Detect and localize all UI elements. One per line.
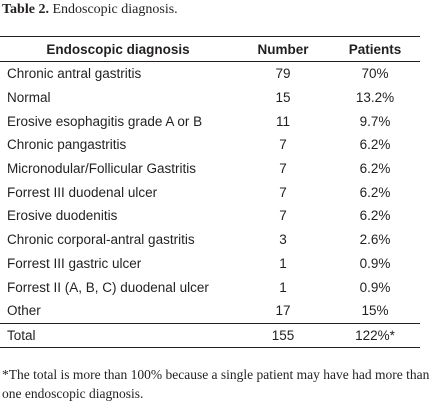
column-header-patients: Patients bbox=[330, 36, 420, 62]
cell-number: 7 bbox=[279, 184, 287, 200]
cell-number: 7 bbox=[279, 208, 287, 224]
table-row: Chronic antral gastritis 79 70% bbox=[0, 62, 420, 86]
table-row: Chronic pangastritis 7 6.2% bbox=[0, 133, 420, 157]
cell-number: 3 bbox=[279, 232, 287, 248]
caption-text: Endoscopic diagnosis. bbox=[52, 2, 178, 17]
cell-patients: 6.2% bbox=[359, 208, 391, 224]
table-caption: Table 2. Endoscopic diagnosis. bbox=[2, 1, 430, 19]
table-row: Forrest III gastric ulcer 1 0.9% bbox=[0, 252, 420, 276]
cell-diagnosis: Chronic antral gastritis bbox=[7, 66, 142, 82]
cell-number: 11 bbox=[275, 113, 290, 129]
column-header-number: Number bbox=[236, 36, 330, 62]
cell-diagnosis: Other bbox=[7, 303, 41, 319]
diagnosis-table: Endoscopic diagnosis Number Patients Chr… bbox=[0, 36, 420, 348]
table-total-row: Total 155 122%* bbox=[0, 322, 420, 348]
column-header-diagnosis: Endoscopic diagnosis bbox=[0, 36, 236, 62]
cell-diagnosis: Forrest II (A, B, C) duodenal ulcer bbox=[7, 279, 209, 295]
cell-patients: 0.9% bbox=[359, 279, 391, 295]
cell-number: 17 bbox=[275, 303, 291, 319]
caption-label: Table 2. bbox=[2, 2, 49, 17]
cell-number: 7 bbox=[279, 137, 287, 153]
table-footnote: *The total is more than 100% because a s… bbox=[2, 367, 430, 401]
cell-number: 7 bbox=[279, 161, 287, 177]
cell-patients: 2.6% bbox=[359, 232, 391, 248]
cell-diagnosis: Normal bbox=[7, 90, 51, 106]
cell-number: 1 bbox=[279, 255, 287, 271]
total-patients: 122%* bbox=[330, 322, 420, 348]
table-row: Other 17 15% bbox=[0, 299, 420, 323]
cell-patients: 70% bbox=[361, 66, 389, 82]
table-row: Chronic corporal-antral gastritis 3 2.6% bbox=[0, 228, 420, 252]
cell-diagnosis: Forrest III gastric ulcer bbox=[7, 255, 142, 271]
table-row: Micronodular/Follicular Gastritis 7 6.2% bbox=[0, 157, 420, 181]
table-row: Normal 15 13.2% bbox=[0, 86, 420, 110]
total-number: 155 bbox=[236, 322, 330, 348]
cell-patients: 6.2% bbox=[359, 137, 391, 153]
table-row: Forrest III duodenal ulcer 7 6.2% bbox=[0, 180, 420, 204]
cell-patients: 6.2% bbox=[359, 184, 391, 200]
cell-patients: 6.2% bbox=[359, 161, 391, 177]
cell-diagnosis: Forrest III duodenal ulcer bbox=[7, 184, 158, 200]
cell-patients: 15% bbox=[361, 303, 389, 319]
cell-number: 1 bbox=[279, 279, 287, 295]
cell-diagnosis: Chronic pangastritis bbox=[7, 137, 127, 153]
table-row: Forrest II (A, B, C) duodenal ulcer 1 0.… bbox=[0, 275, 420, 299]
cell-number: 15 bbox=[275, 90, 291, 106]
cell-patients: 0.9% bbox=[359, 255, 391, 271]
total-label: Total bbox=[0, 322, 236, 348]
table-row: Erosive duodenitis 7 6.2% bbox=[0, 204, 420, 228]
cell-diagnosis: Erosive esophagitis grade A or B bbox=[7, 113, 203, 129]
cell-diagnosis: Micronodular/Follicular Gastritis bbox=[7, 161, 197, 177]
cell-diagnosis: Erosive duodenitis bbox=[7, 208, 118, 224]
cell-patients: 9.7% bbox=[359, 113, 391, 129]
cell-diagnosis: Chronic corporal-antral gastritis bbox=[7, 232, 195, 248]
cell-patients: 13.2% bbox=[355, 90, 395, 106]
table-header-row: Endoscopic diagnosis Number Patients bbox=[0, 36, 420, 62]
table-row: Erosive esophagitis grade A or B 11 9.7% bbox=[0, 109, 420, 133]
cell-number: 79 bbox=[275, 66, 291, 82]
